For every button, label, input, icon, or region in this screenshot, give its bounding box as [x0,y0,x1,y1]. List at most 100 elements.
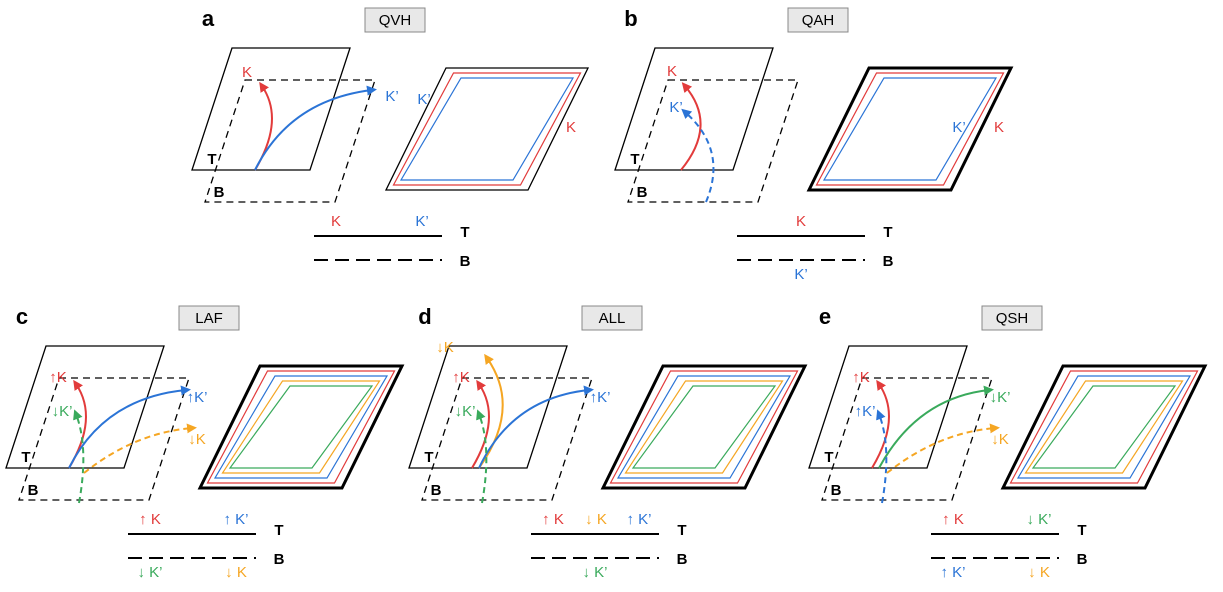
legend-label: K’ [794,266,807,283]
valley-label: K’ [385,88,398,105]
sample-outline [1003,366,1205,488]
phase-label: QSH [996,310,1029,327]
edge-label: K [994,119,1004,136]
legend-label: ↑ K’ [940,564,965,581]
layer-label: B [214,184,225,201]
edge-channel [681,86,701,170]
layer-label: B [637,184,648,201]
edge-loop [215,376,387,478]
layer-label: T [207,151,216,168]
edge-loop [817,73,1004,185]
edge-label: K’ [952,119,965,136]
edge-loop [394,73,581,185]
edge-loop [230,386,372,468]
edge-channel [69,384,86,468]
edge-loop [633,386,775,468]
legend-label: ↑ K’ [626,511,651,528]
bottom-layer [205,80,375,202]
legend-label: ↓ K [225,564,247,581]
valley-label: ↓K [436,339,454,356]
bottom-layer [422,378,592,500]
edge-channel [255,86,272,170]
valley-label: ↓K’ [52,403,73,420]
edge-loop [618,376,790,478]
legend-layer: T [1077,522,1086,539]
sample-outline [386,68,588,190]
valley-label: K [667,63,677,80]
valley-label: ↑K [49,369,67,386]
phase-label: ALL [599,310,626,327]
legend-label: ↑ K [542,511,564,528]
legend-layer: B [883,253,894,270]
layer-label: B [28,482,39,499]
bottom-layer [19,378,189,500]
valley-label: ↓K’ [990,389,1011,406]
panel-letter: e [819,304,831,329]
edge-channel [479,390,589,468]
legend-layer: B [460,253,471,270]
legend-label: ↑ K’ [223,511,248,528]
legend-layer: T [883,224,892,241]
edge-loop [824,78,996,180]
layer-label: B [831,482,842,499]
legend-label: ↓ K’ [137,564,162,581]
edge-channel [879,390,989,468]
valley-label: ↑K [452,369,470,386]
valley-label: ↓K [188,431,206,448]
legend-layer: T [677,522,686,539]
legend-layer: B [1077,551,1088,568]
legend-label: ↓ K’ [582,564,607,581]
layer-label: T [630,151,639,168]
layer-label: B [431,482,442,499]
sample-outline [200,366,402,488]
layer-label: T [21,449,30,466]
legend-label: ↓ K [585,511,607,528]
edge-loop [208,371,395,483]
layer-label: T [824,449,833,466]
legend-label: ↑ K [139,511,161,528]
legend-layer: B [274,551,285,568]
valley-label: ↑K [852,369,870,386]
edge-channel [479,358,503,468]
edge-label: K [566,119,576,136]
phase-label: QVH [379,12,412,29]
legend-label: ↓ K’ [1026,511,1051,528]
sample-outline [809,68,1011,190]
valley-label: ↑K’ [187,389,208,406]
valley-label: ↓K [991,431,1009,448]
edge-channel [84,428,192,473]
valley-label: ↑K’ [855,403,876,420]
phase-label: QAH [802,12,835,29]
edge-loop [1011,371,1198,483]
legend-label: ↓ K [1028,564,1050,581]
edge-label: K’ [417,91,430,108]
panel-letter: a [202,6,215,31]
panel-letter: c [16,304,28,329]
edge-loop [611,371,798,483]
edge-loop [1018,376,1190,478]
bottom-layer [628,80,798,202]
sample-outline [603,366,805,488]
legend-layer: T [274,522,283,539]
legend-label: ↑ K [942,511,964,528]
valley-label: K’ [669,99,682,116]
valley-label: ↑K’ [590,389,611,406]
panel-letter: d [418,304,431,329]
layer-label: T [424,449,433,466]
valley-label: ↓K’ [455,403,476,420]
legend-layer: B [677,551,688,568]
edge-channel [76,414,83,503]
valley-label: K [242,64,252,81]
bottom-layer [822,378,992,500]
legend-label: K [796,213,806,230]
panel-letter: b [624,6,637,31]
legend-label: K [331,213,341,230]
edge-loop [1033,386,1175,468]
phase-label: LAF [195,310,223,327]
legend-label: K’ [415,213,428,230]
